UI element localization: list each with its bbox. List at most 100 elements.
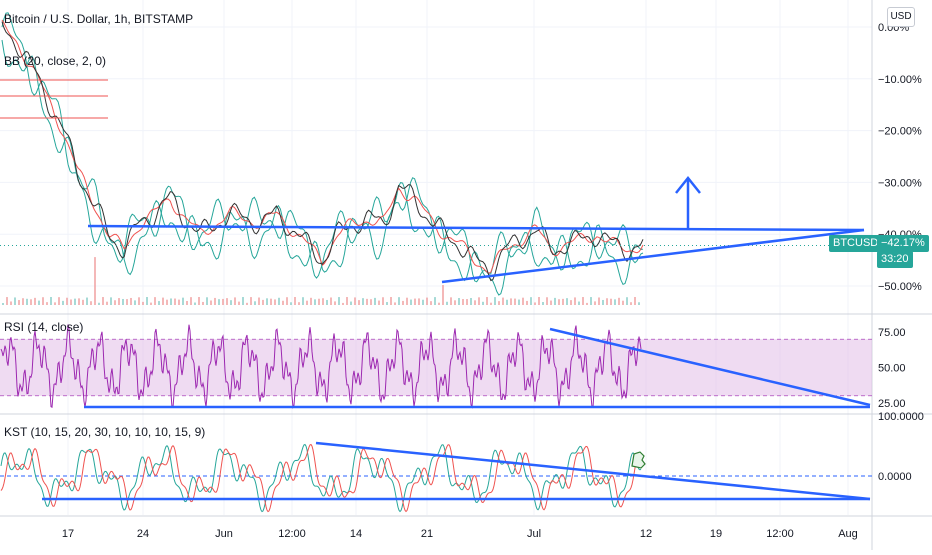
volume-bar [262, 299, 264, 305]
price-tick-label: −20.00% [878, 126, 922, 138]
volume-bar [142, 301, 144, 305]
volume-bar [478, 297, 480, 305]
volume-bar [90, 301, 92, 305]
price-badge-countdown: 33:20 [877, 251, 913, 268]
volume-bar [410, 299, 412, 305]
volume-bar [434, 297, 436, 305]
volume-bar [2, 303, 4, 305]
volume-bar [50, 297, 52, 305]
volume-bar [382, 297, 384, 305]
volume-bar [614, 299, 616, 305]
volume-bar [626, 297, 628, 305]
volume-bar [446, 301, 448, 305]
volume-bar [598, 297, 600, 305]
volume-bar [302, 297, 304, 305]
volume-bar [114, 300, 116, 305]
currency-button[interactable]: USD [887, 7, 915, 27]
volume-bar [266, 298, 268, 305]
volume-bar [542, 302, 544, 305]
volume-bar [574, 297, 576, 305]
volume-bar [546, 297, 548, 305]
volume-bar [122, 298, 124, 305]
volume-bar [150, 302, 152, 305]
volume-bar [638, 302, 640, 305]
volume-bar [270, 298, 272, 305]
breakout-arrow-head [675, 175, 701, 194]
volume-bar [198, 297, 200, 305]
volume-bar [594, 301, 596, 305]
volume-bar [490, 302, 492, 305]
volume-bar [62, 300, 64, 305]
volume-bar [618, 297, 620, 305]
kst-signal-line [0, 443, 642, 513]
volume-bar [202, 301, 204, 305]
volume-bar [402, 300, 404, 305]
kst-down-trendline [315, 441, 871, 501]
volume-bar [26, 298, 28, 305]
volume-bar [78, 298, 80, 305]
volume-bar [282, 300, 284, 305]
volume-bar [290, 302, 292, 305]
kst-tick-label: 0.0000 [878, 471, 912, 483]
volume-bar [606, 298, 608, 305]
volume-bar [58, 297, 60, 305]
x-tick-label: Jul [527, 528, 541, 540]
volume-bar [398, 297, 400, 305]
volume-bar [530, 297, 532, 305]
price-tick-label: −30.00% [878, 177, 922, 189]
volume-bar [350, 301, 352, 305]
x-tick-label: 19 [710, 528, 722, 540]
volume-bar [406, 297, 408, 305]
volume-bar [370, 299, 372, 305]
x-tick-label: 21 [421, 528, 433, 540]
volume-bar [206, 297, 208, 305]
volume-bar [298, 302, 300, 305]
volume-bar [354, 297, 356, 305]
volume-bar [578, 301, 580, 305]
x-tick-label: 24 [137, 528, 149, 540]
volume-bar [378, 300, 380, 305]
volume-bar [570, 300, 572, 305]
x-tick-label: Aug [838, 528, 858, 540]
volume-bar [386, 302, 388, 305]
volume-bar [562, 298, 564, 305]
volume-bar [422, 299, 424, 305]
volume-bar [286, 297, 288, 305]
x-tick-label: 12:00 [278, 528, 306, 540]
volume-bar [514, 298, 516, 305]
volume-bar [502, 297, 504, 305]
rsi-tick-label: 50.00 [878, 363, 906, 375]
volume-bar [486, 297, 488, 305]
volume-bar [222, 298, 224, 305]
volume-bar [326, 299, 328, 305]
price-tick-label: −10.00% [878, 74, 922, 86]
volume-bar [174, 298, 176, 305]
volume-bar [42, 297, 44, 305]
volume-bar [14, 297, 16, 305]
volume-bar [522, 297, 524, 305]
volume-bar [442, 285, 444, 305]
volume-bar [438, 302, 440, 305]
volume-bar [214, 297, 216, 305]
kst-tick-label: 100.0000 [878, 411, 924, 423]
volume-bar [366, 298, 368, 305]
volume-bar [414, 298, 416, 305]
volume-bar [610, 298, 612, 305]
volume-bar [314, 299, 316, 305]
volume-bar [210, 300, 212, 305]
volume-bar [482, 301, 484, 305]
volume-bar [558, 299, 560, 305]
volume-bar [154, 297, 156, 305]
volume-bar [334, 301, 336, 305]
volume-bar [258, 297, 260, 305]
volume-bar [278, 297, 280, 305]
volume-bar [126, 299, 128, 305]
volume-bar [346, 297, 348, 305]
volume-bar [466, 299, 468, 305]
volume-bar [94, 257, 96, 305]
price-line [1, 21, 644, 282]
price-badge-change: −42.17% [877, 235, 929, 252]
volume-bar [66, 297, 68, 305]
